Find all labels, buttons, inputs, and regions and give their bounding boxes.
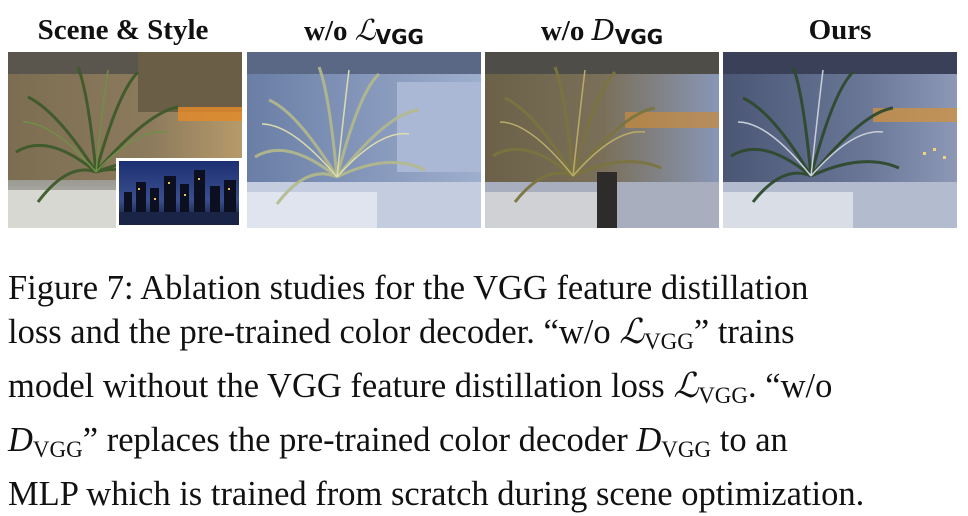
- column-title-scene-style: Scene & Style: [8, 10, 238, 50]
- math-subscript: VGG: [698, 383, 749, 408]
- image-wo-lvgg: [247, 52, 481, 228]
- caption-line-3: model without the VGG feature distillati…: [8, 364, 960, 418]
- math-subscript: VGG: [614, 25, 664, 49]
- math-subscript: VGG: [644, 329, 694, 354]
- caption-line-2: loss and the pre-trained color decoder. …: [8, 310, 960, 364]
- column-title-text: Ours: [808, 14, 872, 46]
- column-title-text: w/o: [304, 15, 355, 47]
- math-symbol: D: [591, 13, 615, 47]
- caption-line-1: Figure 7: Ablation studies for the VGG f…: [8, 266, 960, 310]
- math-symbol: D: [636, 421, 662, 459]
- image-scene-and-style: [8, 52, 242, 228]
- column-title-text: Scene & Style: [37, 14, 209, 46]
- figure-caption: Figure 7: Ablation studies for the VGG f…: [8, 266, 960, 516]
- math-subscript: VGG: [32, 437, 83, 462]
- caption-text: model without the VGG feature distillati…: [8, 367, 674, 405]
- caption-text: ” replaces the pre-trained color decoder: [82, 421, 637, 459]
- math-subscript: VGG: [661, 437, 712, 462]
- column-title-wo-lvgg: w/o ℒVGG: [247, 10, 481, 50]
- math-symbol: ℒ: [673, 367, 699, 405]
- column-title-wo-dvgg: w/o DVGG: [485, 10, 719, 50]
- math-symbol: ℒ: [619, 313, 645, 351]
- caption-text: . “w/o: [748, 367, 833, 405]
- caption-text: loss and the pre-trained color decoder. …: [8, 313, 620, 351]
- caption-line-5: MLP which is trained from scratch during…: [8, 472, 960, 516]
- caption-text: MLP which is trained from scratch during…: [8, 475, 865, 513]
- column-title-text: w/o: [540, 15, 592, 47]
- caption-text: to an: [711, 421, 788, 459]
- caption-text: ” trains: [693, 313, 795, 351]
- image-wo-dvgg: [485, 52, 719, 228]
- caption-line-4: DVGG” replaces the pre-trained color dec…: [8, 418, 960, 472]
- column-title-ours: Ours: [723, 10, 957, 50]
- math-subscript: VGG: [375, 25, 424, 49]
- image-ours: [723, 52, 957, 228]
- caption-text: Figure 7: Ablation studies for the VGG f…: [8, 269, 809, 307]
- math-symbol: D: [8, 421, 33, 459]
- math-symbol: ℒ: [354, 13, 376, 47]
